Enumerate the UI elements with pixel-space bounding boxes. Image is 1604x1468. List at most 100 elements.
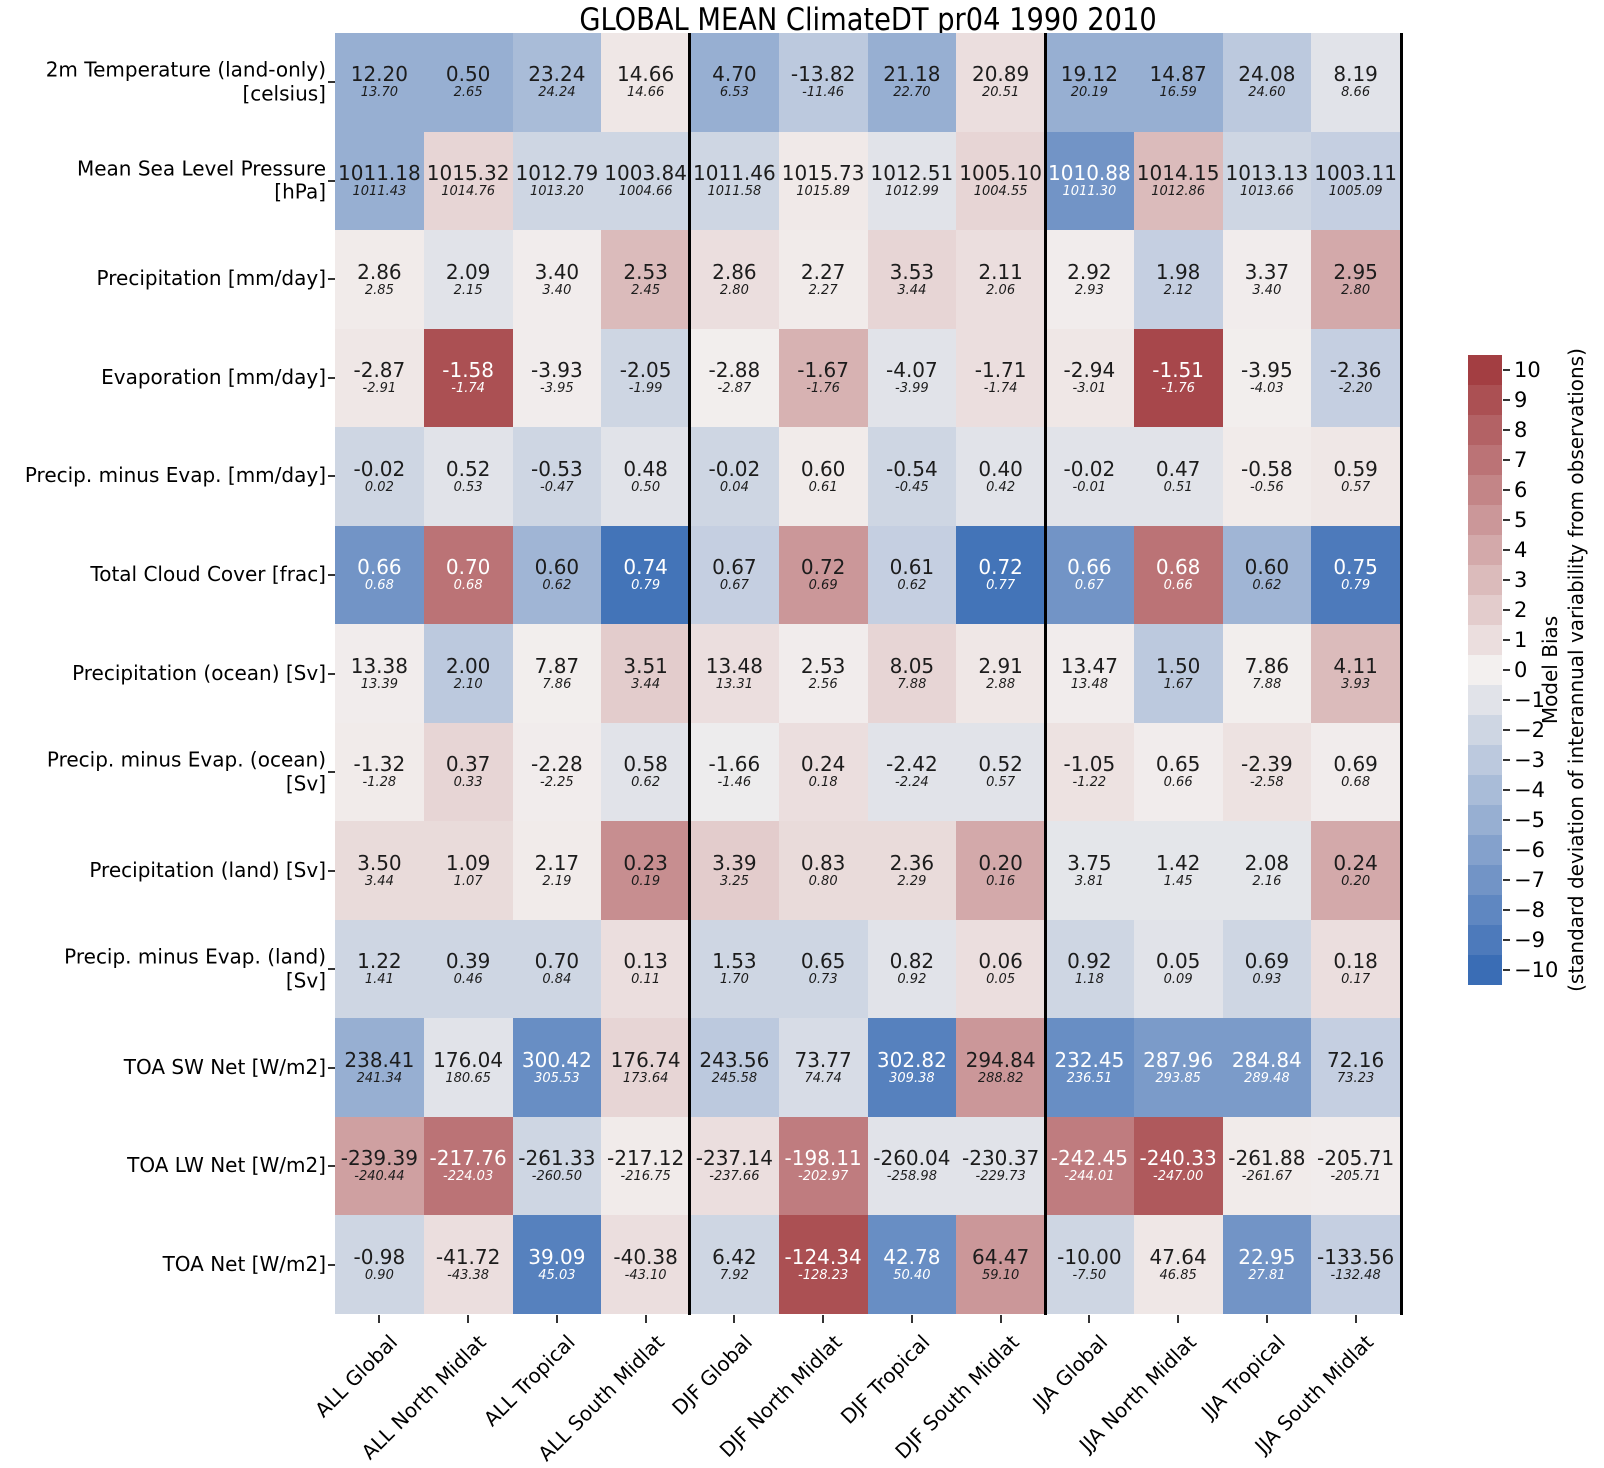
cell-model-value: 0.60 [1244, 555, 1290, 580]
cell-model-value: 0.60 [534, 555, 580, 580]
y-axis-tick [328, 573, 335, 576]
heatmap-cell: 287.96 293.85 [1133, 1018, 1223, 1117]
heatmap-cell: 0.24 0.18 [778, 722, 868, 822]
cell-obs-value: 0.17 [1341, 972, 1371, 988]
cell-obs-value: 0.62 [631, 775, 661, 791]
cell-model-value: -1.66 [708, 752, 761, 777]
heatmap-cell: -3.93 -3.95 [512, 328, 602, 428]
heatmap-cell: 2.09 2.15 [423, 230, 513, 329]
cell-model-value: 0.69 [1333, 752, 1378, 777]
heatmap-cell: 2.92 2.93 [1045, 230, 1134, 329]
cell-model-value: -237.14 [695, 1146, 773, 1171]
cell-obs-value: 1011.43 [352, 183, 407, 199]
heatmap-cell: 176.04 180.65 [423, 1018, 513, 1117]
heatmap-cell: 0.72 0.69 [778, 525, 868, 625]
x-axis-tick [1177, 1315, 1180, 1323]
cell-obs-value: 2.80 [1341, 282, 1371, 298]
heatmap-cell: 20.89 20.51 [956, 33, 1045, 132]
cell-model-value: 0.40 [978, 456, 1023, 481]
colorbar-tick-label: −3 [1514, 748, 1545, 772]
heatmap-cell: -40.38 -43.10 [601, 1215, 690, 1314]
cell-obs-value: 2.12 [1163, 282, 1193, 298]
heatmap-cell: 0.69 0.68 [1311, 722, 1400, 822]
heatmap-cell: 0.50 2.65 [423, 33, 513, 132]
cell-model-value: 21.18 [883, 62, 941, 87]
cell-obs-value: -3.01 [1072, 381, 1107, 397]
cell-model-value: 238.41 [344, 1047, 415, 1072]
cell-obs-value: 59.10 [982, 1267, 1020, 1283]
y-axis-tick [328, 672, 335, 675]
cell-obs-value: -237.66 [709, 1169, 760, 1185]
cell-model-value: 8.05 [889, 653, 935, 678]
heatmap-cell: 14.87 16.59 [1133, 33, 1223, 132]
cell-obs-value: 0.79 [1341, 578, 1371, 594]
cell-obs-value: -261.67 [1241, 1169, 1292, 1185]
x-axis-tick [733, 1315, 736, 1323]
cell-model-value: -242.45 [1050, 1146, 1128, 1171]
cell-model-value: -124.34 [784, 1244, 862, 1269]
heatmap-cell: 1010.88 1011.30 [1045, 131, 1134, 231]
cell-obs-value: 1013.20 [529, 183, 584, 199]
cell-model-value: 0.74 [623, 555, 668, 580]
colorbar-band [1468, 655, 1502, 685]
cell-model-value: -1.58 [442, 358, 494, 383]
colorbar-band [1468, 865, 1502, 895]
heatmap-cell: 2.95 2.80 [1311, 230, 1400, 329]
cell-model-value: 0.60 [800, 456, 846, 481]
heatmap-cell: 1005.10 1004.55 [956, 131, 1045, 231]
heatmap-cell: -2.39 -2.58 [1222, 722, 1312, 822]
cell-obs-value: 13.31 [715, 676, 753, 692]
colorbar-tick [1503, 849, 1510, 851]
cell-obs-value: -244.01 [1064, 1169, 1115, 1185]
heatmap-cell: -2.42 -2.24 [867, 722, 957, 822]
cell-model-value: -0.98 [353, 1244, 406, 1269]
heatmap-cell: 3.37 3.40 [1222, 230, 1312, 329]
heatmap-cell: 0.18 0.17 [1311, 919, 1400, 1019]
cell-model-value: 232.45 [1054, 1047, 1125, 1072]
cell-model-value: -240.33 [1139, 1146, 1217, 1171]
heatmap-cell: 0.66 0.68 [335, 525, 424, 625]
y-axis-tick [328, 1066, 335, 1069]
cell-obs-value: 1004.55 [973, 183, 1028, 199]
cell-model-value: -4.07 [886, 358, 938, 383]
cell-model-value: 287.96 [1143, 1047, 1214, 1072]
y-axis-tick [328, 1263, 335, 1266]
cell-model-value: 1003.11 [1314, 160, 1397, 185]
cell-obs-value: 1014.76 [441, 183, 495, 199]
colorbar-band [1468, 955, 1502, 985]
cell-obs-value: 2.15 [453, 282, 483, 298]
heatmap-cell: -1.58 -1.74 [423, 328, 513, 428]
cell-model-value: 0.66 [357, 555, 402, 580]
colorbar-tick-label: −7 [1514, 868, 1545, 892]
row-label: TOA LW Net [W/m2] [127, 1153, 326, 1178]
cell-obs-value: 0.66 [1163, 578, 1193, 594]
heatmap-cell: -239.39 -240.44 [335, 1116, 424, 1216]
cell-obs-value: -216.75 [620, 1169, 671, 1185]
cell-model-value: 47.64 [1149, 1244, 1207, 1269]
cell-obs-value: 0.51 [1163, 479, 1193, 495]
colorbar-tick-label: 7 [1514, 448, 1528, 472]
heatmap-cell: 7.87 7.86 [512, 624, 602, 723]
colorbar-tick-label: −8 [1514, 898, 1545, 922]
y-axis-tick [328, 179, 335, 182]
heatmap-cell: 0.72 0.77 [956, 525, 1045, 625]
heatmap-cell: 39.09 45.03 [512, 1215, 602, 1314]
heatmap-cell: 294.84 288.82 [956, 1018, 1045, 1117]
heatmap-cell: 3.51 3.44 [601, 624, 690, 723]
cell-obs-value: 14.66 [627, 85, 665, 101]
column-label: ALL Global [310, 1330, 403, 1423]
heatmap-cell: 0.60 0.61 [778, 427, 868, 526]
cell-obs-value: 1.07 [453, 873, 483, 889]
heatmap-cell: 0.48 0.50 [601, 427, 690, 526]
column-label: DJF Tropical [836, 1330, 935, 1429]
heatmap-cell: -0.02 0.04 [690, 427, 779, 526]
x-axis-tick [999, 1315, 1002, 1323]
cell-model-value: 72.16 [1326, 1047, 1385, 1072]
cell-model-value: -0.53 [531, 456, 583, 481]
cell-model-value: 1012.51 [870, 160, 954, 185]
heatmap-cell: -1.66 -1.46 [690, 722, 779, 822]
cell-model-value: -260.04 [873, 1146, 951, 1171]
heatmap-cell: 0.60 0.62 [512, 525, 602, 625]
cell-model-value: 0.66 [1067, 555, 1112, 580]
row-label: Total Cloud Cover [frac] [90, 562, 326, 587]
